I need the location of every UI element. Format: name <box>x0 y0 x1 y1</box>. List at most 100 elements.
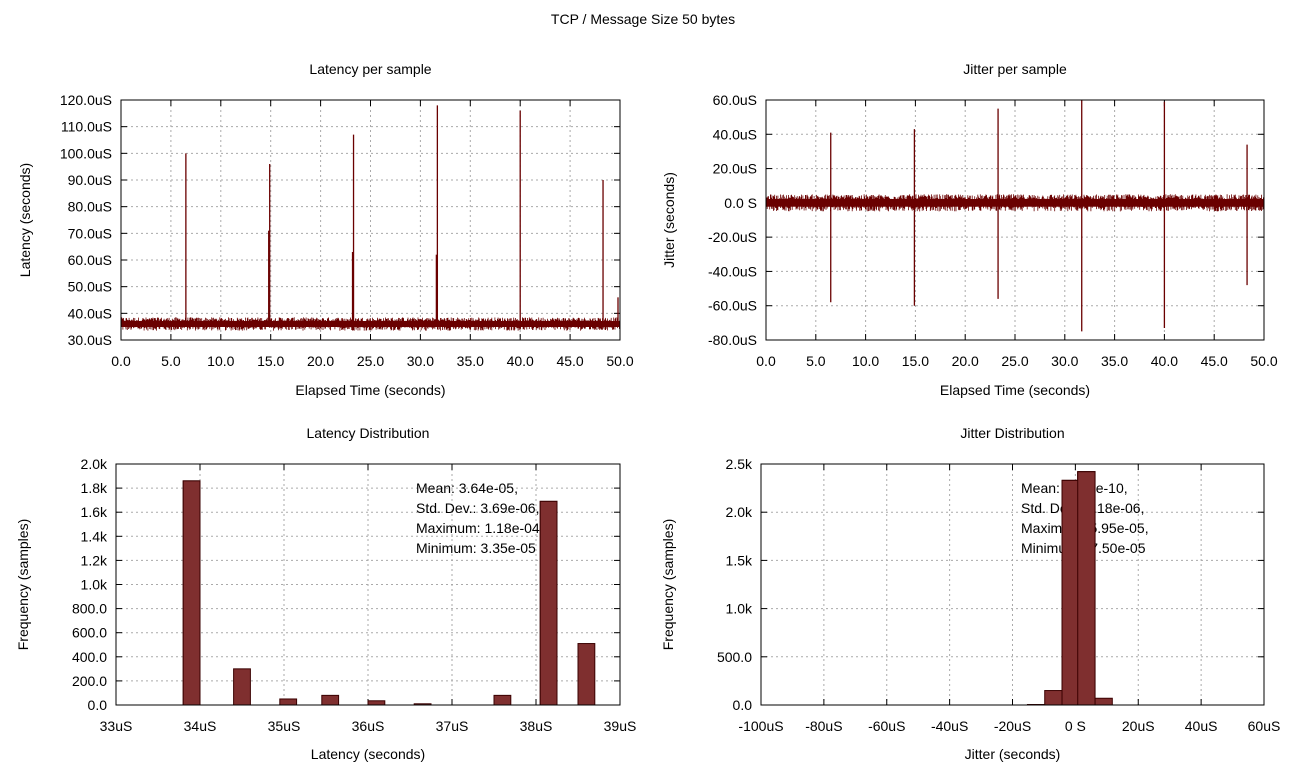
y-tick-label: -20.0uS <box>708 229 757 245</box>
y-tick-label: 40.0uS <box>68 305 112 321</box>
x-tick-label: 35.0 <box>457 353 484 369</box>
x-tick-label: 60uS <box>1248 718 1281 734</box>
series-trace <box>120 317 621 331</box>
x-axis-label: Elapsed Time (seconds) <box>940 382 1090 398</box>
x-tick-label: 30.0 <box>407 353 434 369</box>
x-tick-label: 35.0 <box>1101 353 1128 369</box>
y-tick-label: 1.4k <box>81 528 108 544</box>
x-tick-label: 33uS <box>100 718 133 734</box>
x-tick-label: 25.0 <box>1001 353 1028 369</box>
y-tick-label: 20.0uS <box>713 161 757 177</box>
plot-border <box>120 99 621 341</box>
y-tick-label: 40.0uS <box>713 126 757 142</box>
y-tick-label: 100.0uS <box>60 145 112 161</box>
x-tick-label: -20uS <box>994 718 1031 734</box>
bar-overlay-7 <box>539 500 558 706</box>
x-tick-label: 5.0 <box>806 353 826 369</box>
chart-title: Latency Distribution <box>307 425 430 441</box>
x-tick-label: 38uS <box>520 718 553 734</box>
x-tick-label: 15.0 <box>257 353 284 369</box>
bar-4 <box>1094 697 1113 706</box>
chart-title: Jitter per sample <box>963 61 1067 77</box>
y-tick-label: 1.5k <box>726 552 753 568</box>
x-axis-label: Jitter (seconds) <box>965 746 1061 762</box>
x-tick-label: 20.0 <box>952 353 979 369</box>
bar-8 <box>577 643 596 706</box>
x-tick-label: 10.0 <box>207 353 234 369</box>
bar-front-2 <box>1061 479 1080 706</box>
figure-title: TCP / Message Size 50 bytes <box>551 11 735 27</box>
x-tick-label: 40uS <box>1185 718 1218 734</box>
x-tick-label: 40.0 <box>507 353 534 369</box>
y-tick-label: 0.0 <box>88 697 108 713</box>
bar-6 <box>493 694 512 706</box>
y-axis-label: Frequency (samples) <box>15 519 31 651</box>
x-tick-label: 34uS <box>184 718 217 734</box>
chart-title: Latency per sample <box>309 61 431 77</box>
grid <box>121 100 620 340</box>
y-tick-label: -80.0uS <box>708 332 757 348</box>
y-tick-label: 60.0uS <box>68 252 112 268</box>
x-tick-label: -60uS <box>868 718 905 734</box>
y-tick-label: 60.0uS <box>713 92 757 108</box>
y-tick-label: 2.5k <box>726 456 753 472</box>
y-tick-label: -40.0uS <box>708 263 757 279</box>
y-tick-label: 1.0k <box>81 577 108 593</box>
grid <box>761 464 1264 705</box>
y-tick-label: 50.0uS <box>68 279 112 295</box>
y-tick-label: 2.0k <box>726 504 753 520</box>
annotation-line-1: Std. Dev.: 3.69e-06, <box>416 500 539 516</box>
x-tick-label: -100uS <box>738 718 783 734</box>
x-tick-label: 45.0 <box>1201 353 1228 369</box>
x-tick-label: 50.0 <box>1250 353 1277 369</box>
bar-2 <box>279 698 298 706</box>
y-tick-label: 0.0 <box>733 697 753 713</box>
x-tick-label: -40uS <box>931 718 968 734</box>
bar-4 <box>367 700 386 706</box>
y-tick-label: -60.0uS <box>708 298 757 314</box>
x-axis-label: Latency (seconds) <box>311 746 425 762</box>
x-tick-label: 45.0 <box>556 353 583 369</box>
y-tick-label: 0.0 S <box>724 195 757 211</box>
x-tick-label: 36uS <box>352 718 385 734</box>
x-tick-label: 39uS <box>604 718 637 734</box>
x-tick-label: 20uS <box>1122 718 1155 734</box>
stats-annotation: Mean: 3.64e-05, Std. Dev.: 3.69e-06, Maxim… <box>416 480 544 556</box>
y-tick-label: 120.0uS <box>60 92 112 108</box>
x-tick-label: 35uS <box>268 718 301 734</box>
y-tick-label: 80.0uS <box>68 199 112 215</box>
y-axis-label: Jitter (seconds) <box>661 172 677 268</box>
x-tick-label: 25.0 <box>357 353 384 369</box>
plot-border <box>765 99 1265 341</box>
x-tick-label: 40.0 <box>1151 353 1178 369</box>
annotation-line-2: Maximum: 1.18e-04, <box>416 520 544 536</box>
x-tick-label: 20.0 <box>307 353 334 369</box>
series-trace <box>765 194 1265 212</box>
y-tick-label: 600.0 <box>72 625 107 641</box>
y-tick-label: 1.0k <box>726 601 753 617</box>
x-tick-label: 15.0 <box>902 353 929 369</box>
y-tick-label: 70.0uS <box>68 225 112 241</box>
y-tick-label: 400.0 <box>72 649 107 665</box>
y-tick-label: 1.6k <box>81 504 108 520</box>
y-tick-label: 500.0 <box>717 649 752 665</box>
annotation-line-3: Minimum: 3.35e-05 <box>416 540 536 556</box>
bar-1 <box>1044 690 1063 706</box>
x-tick-label: 30.0 <box>1051 353 1078 369</box>
x-tick-label: 0.0 <box>756 353 776 369</box>
plot-border <box>115 463 621 706</box>
y-tick-label: 1.8k <box>81 480 108 496</box>
bar-3 <box>321 694 340 706</box>
chart-title: Jitter Distribution <box>960 425 1064 441</box>
chart-jitter_per_sample: Jitter per sample Elapsed Time (seconds) J… <box>661 61 1278 398</box>
y-tick-label: 800.0 <box>72 601 107 617</box>
bar-front-3 <box>1077 471 1096 706</box>
plots: Latency per sample Elapsed Time (seconds)… <box>15 61 1280 762</box>
y-tick-label: 30.0uS <box>68 332 112 348</box>
x-tick-label: 0.0 <box>111 353 131 369</box>
x-tick-label: 5.0 <box>161 353 181 369</box>
chart-jitter_distribution: Jitter Distribution Jitter (seconds) Frequ… <box>660 425 1280 762</box>
chart-latency_per_sample: Latency per sample Elapsed Time (seconds)… <box>17 61 634 398</box>
